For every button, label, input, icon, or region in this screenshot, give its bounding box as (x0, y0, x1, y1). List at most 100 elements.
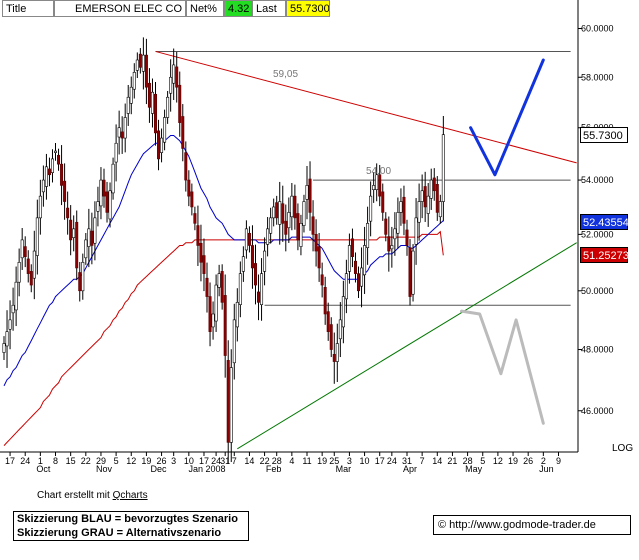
x-tick-label: 4 (289, 456, 294, 466)
candle-body (423, 186, 427, 208)
website-box[interactable]: © http://www.godmode-trader.de (433, 515, 631, 535)
x-tick-label: 29 (96, 456, 106, 466)
candle-body (229, 367, 233, 443)
candle-body (5, 331, 9, 347)
x-tick-label: 17 (199, 456, 209, 466)
x-tick-label: 19 (141, 456, 151, 466)
x-tick-label: 7 (232, 456, 237, 466)
scenario-blue-sketch (469, 58, 545, 177)
candle-body (184, 152, 188, 181)
candle-body (20, 239, 24, 259)
candle-body (108, 190, 112, 220)
x-month-label: Mar (336, 464, 352, 474)
x-tick-label: 12 (493, 456, 503, 466)
candle-body (411, 250, 415, 295)
x-tick-label: 3 (347, 456, 352, 466)
candle-body (193, 213, 197, 224)
candle-body (172, 64, 176, 84)
candle-body (66, 207, 70, 219)
candle-body (26, 258, 30, 274)
legend-blue-text: Skizzierung BLAU = bevorzugtes Szenario (17, 513, 238, 525)
x-tick-label: 9 (556, 456, 561, 466)
candle-body (263, 250, 267, 272)
candle-body (420, 190, 424, 202)
x-tick-label: 24 (20, 456, 30, 466)
candle-body (220, 271, 224, 303)
credit-line: Chart erstellt mit Qcharts (37, 490, 148, 501)
candle-body (154, 93, 158, 134)
candle-body (360, 267, 364, 287)
x-month-label: Feb (266, 464, 282, 474)
candle-body (253, 263, 257, 286)
candle-body (290, 195, 294, 218)
x-month-label: Jun (539, 464, 554, 474)
candle-body (429, 179, 433, 199)
x-tick-label: 22 (260, 456, 270, 466)
blue-ma-tag: 52.43554 (580, 214, 629, 231)
last-label: Last (252, 0, 286, 17)
candle-body (302, 201, 306, 226)
candle-body (114, 142, 118, 163)
candle-body (266, 228, 270, 245)
candle-body (384, 218, 388, 235)
candle-body (84, 239, 88, 259)
level-label-5905: 59,05 (273, 69, 299, 80)
candle-body (293, 195, 297, 219)
candle-body (244, 228, 248, 251)
candle-body (441, 134, 445, 202)
x-tick-label: 28 (272, 456, 282, 466)
x-tick-label: 26 (523, 456, 533, 466)
candle-body (93, 217, 97, 244)
candle-body (41, 179, 45, 193)
candle-body (278, 201, 282, 225)
candle-body (187, 179, 191, 197)
candle-body (123, 117, 127, 139)
candle-body (363, 245, 367, 276)
candle-body (8, 319, 12, 330)
candle-body (214, 284, 218, 322)
candle-body (369, 195, 373, 222)
x-tick-label: 10 (184, 456, 194, 466)
candle-body (69, 219, 73, 241)
x-tick-label: 31 (220, 456, 230, 466)
candle-body (372, 185, 376, 190)
candle-body (211, 313, 215, 328)
scenario-sketches (460, 58, 545, 425)
last-price-tag: 55.7300 (580, 126, 628, 143)
x-tick-label: 2 (541, 456, 546, 466)
candle-body (426, 195, 430, 214)
candle-body (269, 217, 273, 234)
qcharts-link[interactable]: Qcharts (112, 490, 148, 501)
candle-body (308, 178, 312, 213)
candle-body (78, 272, 82, 292)
candle-body (272, 206, 276, 219)
candle-body (102, 179, 106, 197)
candle-body (232, 319, 236, 364)
ma-red-line (3, 230, 444, 446)
candle-body (396, 212, 400, 234)
copyright-icon: © (438, 519, 447, 531)
candle-body (117, 127, 121, 138)
x-axis: 17 24 1 8 15 22 29 5 12 19 26 3 10 17 24 31 7 14 22 28 4 11 19… (5, 452, 561, 474)
candle-body (147, 82, 151, 108)
level-label-5400: 54,00 (366, 166, 392, 177)
y-tick-label: 48.0000 (581, 345, 614, 355)
candle-body (408, 247, 412, 297)
candle-body (390, 245, 394, 250)
x-tick-label: 22 (81, 456, 91, 466)
candle-body (226, 360, 230, 443)
candle-body (223, 295, 227, 356)
x-tick-label: 12 (126, 456, 136, 466)
candle-body (387, 236, 391, 252)
candle-body (287, 212, 291, 229)
candle-body (129, 86, 133, 104)
candle-body (241, 256, 245, 272)
candle-body (29, 271, 33, 286)
x-month-label: Oct (36, 464, 51, 474)
candle-body (132, 72, 136, 90)
candle-body (90, 230, 94, 246)
candle-body (202, 255, 206, 274)
candle-body (2, 343, 6, 353)
y-tick-label: 60.0000 (581, 23, 614, 33)
